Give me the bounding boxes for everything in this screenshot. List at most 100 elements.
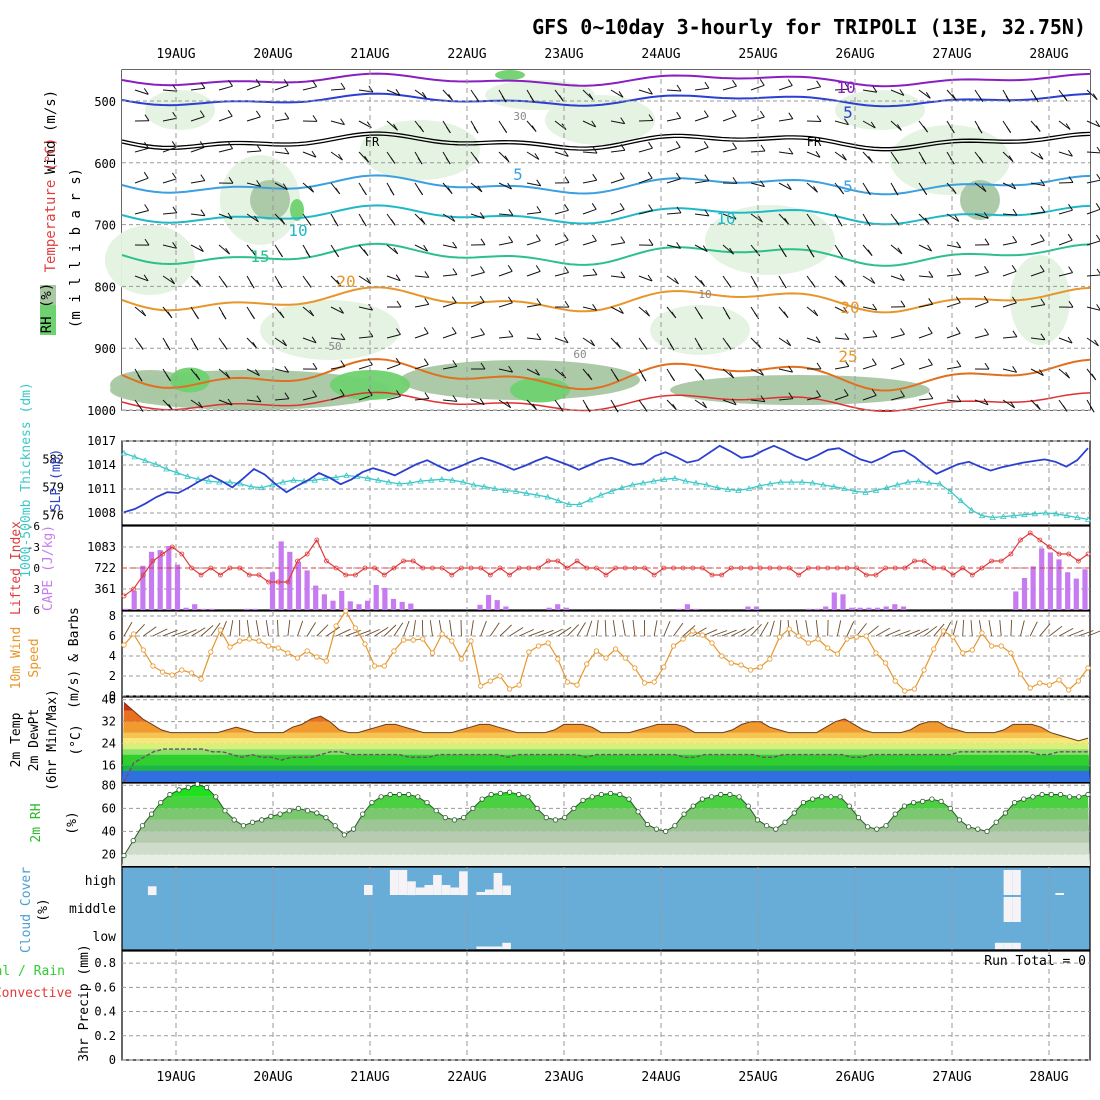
temp-band	[122, 702, 1090, 711]
thickness-line-marker	[544, 493, 551, 500]
thickness-line-marker	[714, 484, 721, 491]
cape-bar	[1013, 591, 1019, 610]
wind-barb-flag	[480, 328, 485, 335]
wind-barb	[1030, 304, 1045, 308]
wind-barb-flag	[424, 271, 430, 278]
contour-label: 20	[840, 298, 859, 317]
lifted-index-point	[931, 565, 937, 571]
cape-bar	[693, 608, 699, 610]
wind-barb	[246, 368, 260, 376]
wind-barb	[946, 244, 961, 249]
surface-wind-barb	[750, 623, 762, 637]
wind-barb	[1030, 368, 1044, 376]
lifted-index-point	[700, 565, 705, 571]
rh-line	[123, 783, 1089, 856]
rh-point	[1039, 791, 1045, 798]
wind-barb	[890, 275, 905, 281]
wind-barb-flag	[558, 94, 564, 102]
wind-barb	[330, 120, 345, 126]
lifted-index-point	[835, 565, 840, 571]
rh-point	[277, 811, 283, 817]
wind-speed-point	[516, 682, 522, 688]
wind-barb-flag	[816, 362, 822, 370]
wind-barb	[1058, 272, 1073, 277]
wind-barb-flag	[702, 245, 708, 252]
wind-barb-flag	[167, 311, 173, 319]
wind-barb	[470, 399, 485, 406]
wind-barb-flag	[731, 109, 737, 117]
wind-barb-flag	[783, 311, 789, 318]
wind-barb-flag	[144, 204, 150, 211]
wind-barb-flag	[250, 312, 255, 320]
wind-speed-point	[429, 650, 436, 656]
rh-point	[993, 819, 999, 825]
wind-barb	[946, 332, 961, 339]
wind-barb-flag	[618, 91, 624, 98]
temperature-label: Temperature (°C)	[43, 138, 59, 273]
wind-barb-flag	[787, 79, 793, 86]
wind-barb-flag	[508, 236, 514, 243]
temp-band	[122, 754, 1090, 766]
rh-point	[341, 832, 347, 838]
surface-wind-barb	[181, 629, 197, 637]
lifted-index-point	[439, 565, 445, 571]
wind-barb-flag	[813, 309, 819, 317]
wind-barb-flag	[816, 80, 822, 88]
surface-wind-barb	[538, 629, 554, 637]
wind-barb-flag	[809, 250, 815, 258]
wind-speed-point	[333, 623, 339, 629]
lifted-index-point	[632, 565, 638, 571]
lifted-index-point	[941, 565, 946, 571]
lifted-index-tick-label: -3	[27, 541, 40, 554]
rh-point	[764, 823, 770, 829]
wind-barb	[694, 213, 709, 217]
rh-blob	[250, 180, 290, 220]
wind-speed-point	[969, 647, 975, 653]
lifted-index-point	[854, 565, 859, 571]
wind-barb	[862, 89, 877, 93]
wind-barb-flag	[591, 203, 597, 210]
rh-point	[929, 796, 935, 802]
cape-bar	[339, 590, 345, 610]
date-label-bottom: 23AUG	[544, 1070, 583, 1085]
wind-barb-flag	[506, 401, 512, 408]
wind-barb	[974, 213, 989, 219]
rh-point	[1085, 791, 1091, 798]
wind-speed-point	[593, 648, 600, 654]
wind-barb	[274, 151, 289, 155]
rh-point	[910, 799, 917, 806]
wind-barb-flag	[1038, 369, 1044, 376]
contour-20	[121, 286, 1091, 314]
surface-wind-barb	[287, 620, 291, 637]
wind-barb-flag	[255, 110, 261, 118]
rh-blob	[495, 70, 525, 80]
wind-barb-flag	[729, 371, 735, 379]
precip-tick-label: 0.2	[94, 1029, 116, 1043]
wind-barb-flag	[788, 147, 794, 155]
wind-barb-flag	[1067, 149, 1073, 157]
lifted-index-point	[1076, 558, 1081, 564]
rh-point	[984, 828, 990, 835]
lifted-index-label: Lifted Index	[9, 521, 24, 615]
wind-barb-flag	[198, 401, 203, 409]
lifted-index-point	[777, 565, 782, 571]
rh-point	[506, 789, 513, 795]
temp-line	[123, 702, 1089, 742]
rh-point	[1067, 794, 1073, 800]
wind-barb	[582, 337, 595, 347]
wind-barb-flag	[1095, 234, 1100, 242]
cloud-cell-high	[147, 886, 157, 896]
wind-barb	[582, 89, 594, 101]
wind-barb-flag	[704, 81, 710, 89]
rh-point	[708, 794, 715, 800]
surface-wind-barb	[1010, 619, 1013, 637]
wind-barb-flag	[1092, 93, 1098, 100]
wind-barb-flag	[591, 234, 597, 242]
rh-point	[580, 797, 586, 803]
wind-barb-flag	[144, 114, 150, 121]
lifted-index-point	[825, 565, 831, 571]
rh-point	[534, 805, 540, 812]
wind-barb-flag	[1040, 298, 1046, 305]
surface-wind-barb	[875, 627, 891, 637]
wind-barb-flag	[532, 403, 538, 411]
